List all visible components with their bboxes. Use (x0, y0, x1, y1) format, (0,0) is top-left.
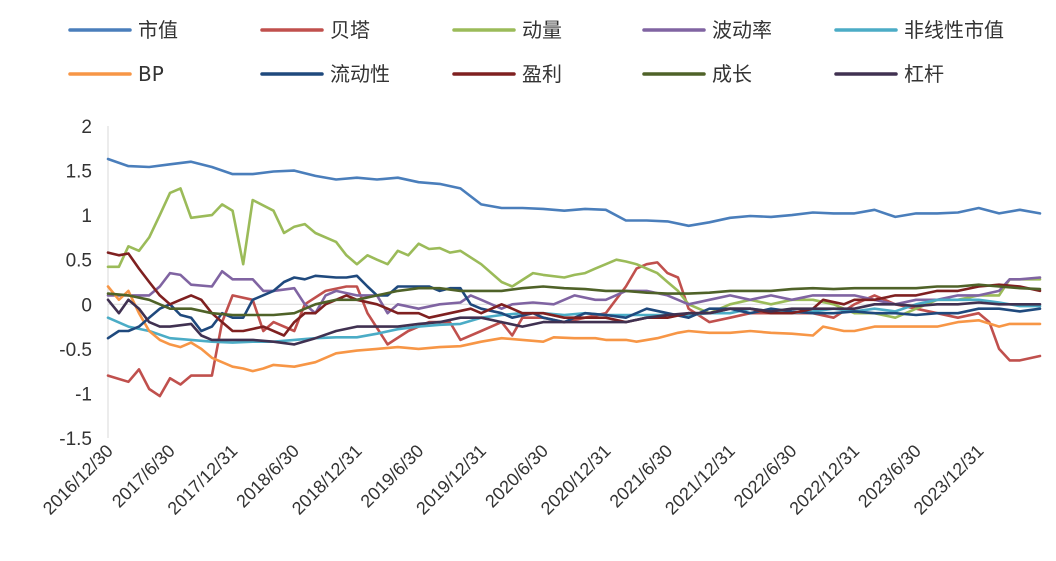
series-line-9 (106, 283, 1042, 317)
legend-item: 动量 (452, 18, 562, 42)
legend-label: 杠杆 (904, 62, 944, 86)
y-tick-label: -1.5 (59, 429, 92, 450)
series-line-3 (106, 187, 1042, 319)
y-tick-label: 1 (81, 206, 92, 227)
legend-item: 成长 (642, 62, 752, 86)
series-line-7 (106, 274, 1042, 340)
legend-label: 成长 (712, 62, 752, 86)
legend-label: 动量 (522, 18, 562, 42)
legend-label: 流动性 (330, 62, 390, 86)
series-lines (106, 157, 1042, 398)
y-tick-label: -1 (75, 384, 92, 405)
series-line-6 (106, 285, 1042, 373)
series-line-10 (106, 298, 1042, 346)
legend-label: 贝塔 (330, 18, 370, 42)
legend-label: 波动率 (712, 18, 772, 42)
legend-item: 市值 (68, 18, 178, 42)
y-tick-label: 1.5 (66, 162, 92, 183)
y-tick-label: -0.5 (59, 340, 92, 361)
legend-label: BP (138, 62, 164, 86)
legend-item: 盈利 (452, 62, 562, 86)
x-tick-label: 2016/12/30 (39, 441, 117, 519)
legend: 市值 贝塔 动量 波动率 非线性市值 BP 流动性 盈利 成长 杠杆 (68, 18, 1004, 86)
legend-label: 市值 (138, 18, 178, 42)
y-tick-label: 2 (81, 117, 92, 138)
series-line-1 (106, 157, 1042, 228)
y-tick-label: 0.5 (66, 251, 92, 272)
legend-item: 杠杆 (834, 62, 944, 86)
series-line-8 (106, 251, 1042, 337)
legend-label: 非线性市值 (904, 18, 1004, 42)
legend-item: BP (68, 62, 164, 86)
legend-item: 贝塔 (260, 18, 370, 42)
legend-item: 流动性 (260, 62, 390, 86)
y-tick-label: 0 (81, 295, 92, 316)
legend-item: 非线性市值 (834, 18, 1004, 42)
legend-label: 盈利 (522, 62, 562, 86)
legend-item: 波动率 (642, 18, 772, 42)
